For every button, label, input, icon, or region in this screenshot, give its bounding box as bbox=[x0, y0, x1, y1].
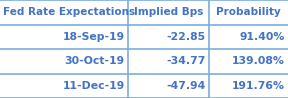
FancyBboxPatch shape bbox=[0, 24, 288, 49]
Text: 30-Oct-19: 30-Oct-19 bbox=[65, 56, 125, 66]
Text: 91.40%: 91.40% bbox=[239, 32, 285, 42]
Text: -22.85: -22.85 bbox=[166, 32, 205, 42]
Text: -34.77: -34.77 bbox=[166, 56, 205, 66]
Text: 191.76%: 191.76% bbox=[232, 81, 285, 91]
Text: 18-Sep-19: 18-Sep-19 bbox=[62, 32, 125, 42]
Text: Implied Bps: Implied Bps bbox=[134, 7, 203, 17]
Text: 139.08%: 139.08% bbox=[232, 56, 285, 66]
FancyBboxPatch shape bbox=[0, 49, 288, 74]
FancyBboxPatch shape bbox=[0, 0, 288, 24]
Text: Probability: Probability bbox=[216, 7, 281, 17]
Text: 11-Dec-19: 11-Dec-19 bbox=[62, 81, 125, 91]
FancyBboxPatch shape bbox=[0, 74, 288, 98]
Text: Fed Rate Expectations: Fed Rate Expectations bbox=[3, 7, 136, 17]
Text: -47.94: -47.94 bbox=[166, 81, 205, 91]
